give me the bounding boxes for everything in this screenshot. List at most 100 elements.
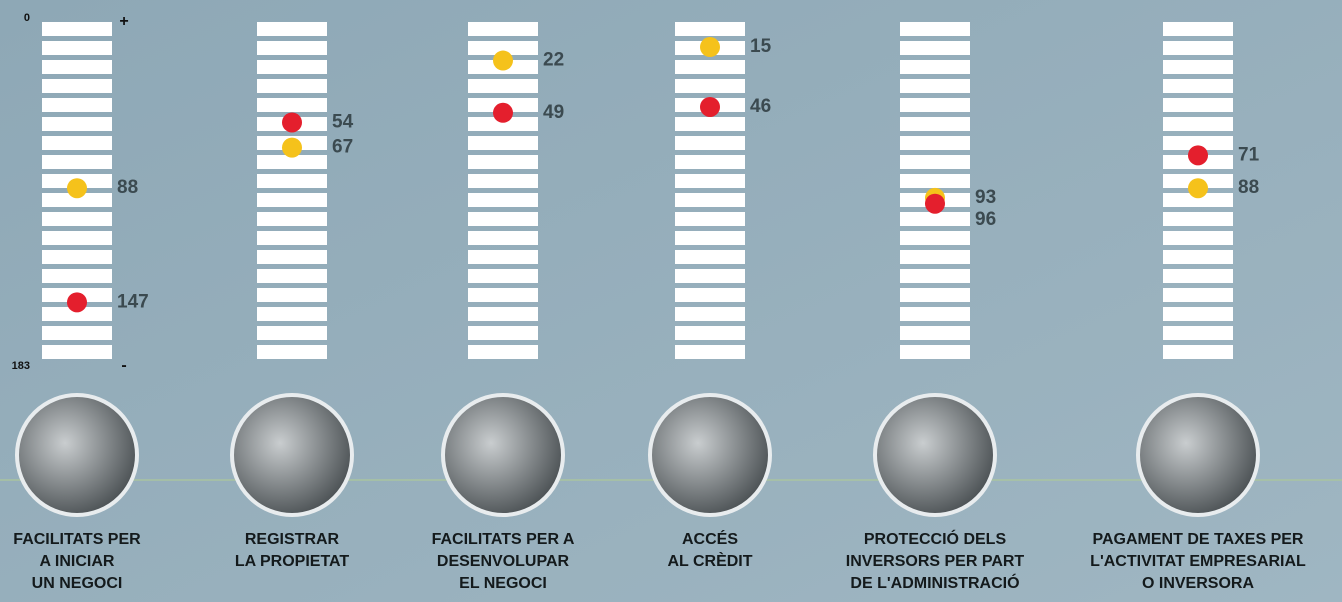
column-stripe [675,326,745,340]
column-stripe [468,288,538,302]
column-stripe [42,60,112,74]
column-stripe [1163,212,1233,226]
column-stripe [1163,79,1233,93]
column-stripe [257,155,327,169]
value-label: 71 [1238,144,1260,165]
column-stripe [675,193,745,207]
column-stripe [1163,231,1233,245]
column-stripe [468,22,538,36]
category-label: FACILITATS PER [13,531,141,548]
column-stripe [1163,60,1233,74]
dot [700,37,720,58]
column-stripe [257,41,327,55]
column-stripe [900,79,970,93]
dot [1188,178,1208,199]
column-stripe [257,326,327,340]
value-label: 67 [332,137,353,158]
category-label: DE L'ADMINISTRACIÓ [850,573,1019,592]
column-stripe [1163,117,1233,131]
column-stripe [900,174,970,188]
column-stripe [900,136,970,150]
dot [1188,145,1208,166]
y-tick-label: 183 [12,360,30,372]
category-label: AL CRÈDIT [667,551,752,570]
dot [67,292,87,313]
column-stripe [1163,288,1233,302]
column-stripe [900,250,970,264]
column-stripe [257,98,327,112]
icon-photo [873,393,997,517]
column-stripe [257,250,327,264]
column-stripe [1163,269,1233,283]
column-stripe [1163,345,1233,359]
column-stripe [42,41,112,55]
icon-photo [15,393,139,517]
column-stripe [900,231,970,245]
column-stripe [900,345,970,359]
column-stripe [900,117,970,131]
column-stripe [675,231,745,245]
column-stripe [900,212,970,226]
column-stripe [42,212,112,226]
column-stripe [1163,41,1233,55]
column-stripe [42,326,112,340]
column-stripe [1163,250,1233,264]
column-stripe [900,60,970,74]
category-label: EL NEGOCI [459,575,547,592]
column-stripe [468,174,538,188]
column-stripe [1163,193,1233,207]
category-label: ACCÉS [682,529,738,548]
category-label: A INICIAR [40,553,115,570]
column-stripe [468,136,538,150]
category-label: O INVERSORA [1142,575,1254,592]
value-label: 46 [750,96,771,117]
dot [700,96,720,117]
column-stripe [42,345,112,359]
column-stripe [257,288,327,302]
column-stripe [675,212,745,226]
column-stripe [675,269,745,283]
column-stripe [257,212,327,226]
category-label: DESENVOLUPAR [437,553,570,570]
column-stripe [675,345,745,359]
dot [493,50,513,71]
column-stripe [1163,98,1233,112]
column-stripe [257,269,327,283]
value-label: 54 [332,111,354,132]
column-stripe [257,193,327,207]
category-label: LA PROPIETAT [235,553,350,570]
column-stripe [900,269,970,283]
column-stripe [900,22,970,36]
value-label: 88 [117,177,138,198]
column-stripe [468,117,538,131]
column-stripe [42,98,112,112]
column-stripe [1163,22,1233,36]
value-label: 49 [543,102,564,123]
column-stripe [675,250,745,264]
axis-end-label: - [121,357,126,374]
axis-end-label: + [119,13,128,30]
column-stripe [900,307,970,321]
column-stripe [900,326,970,340]
category-label: INVERSORS PER PART [846,553,1025,570]
column-stripe [468,307,538,321]
category-label: PROTECCIÓ DELS [864,529,1007,548]
column-stripe [1163,136,1233,150]
dot [925,193,945,214]
column-stripe [1163,326,1233,340]
icon-photo [230,393,354,517]
value-label: 22 [543,50,564,71]
column-stripe [468,79,538,93]
value-label: 93 [975,187,996,208]
column-stripe [468,345,538,359]
column-stripe [42,250,112,264]
column-stripe [675,136,745,150]
column-stripe [900,155,970,169]
dot [282,112,302,133]
dot [493,102,513,123]
column-stripe [468,212,538,226]
category-label: UN NEGOCI [32,575,123,592]
category-label: L'ACTIVITAT EMPRESARIAL [1090,553,1306,570]
column-stripe [675,60,745,74]
